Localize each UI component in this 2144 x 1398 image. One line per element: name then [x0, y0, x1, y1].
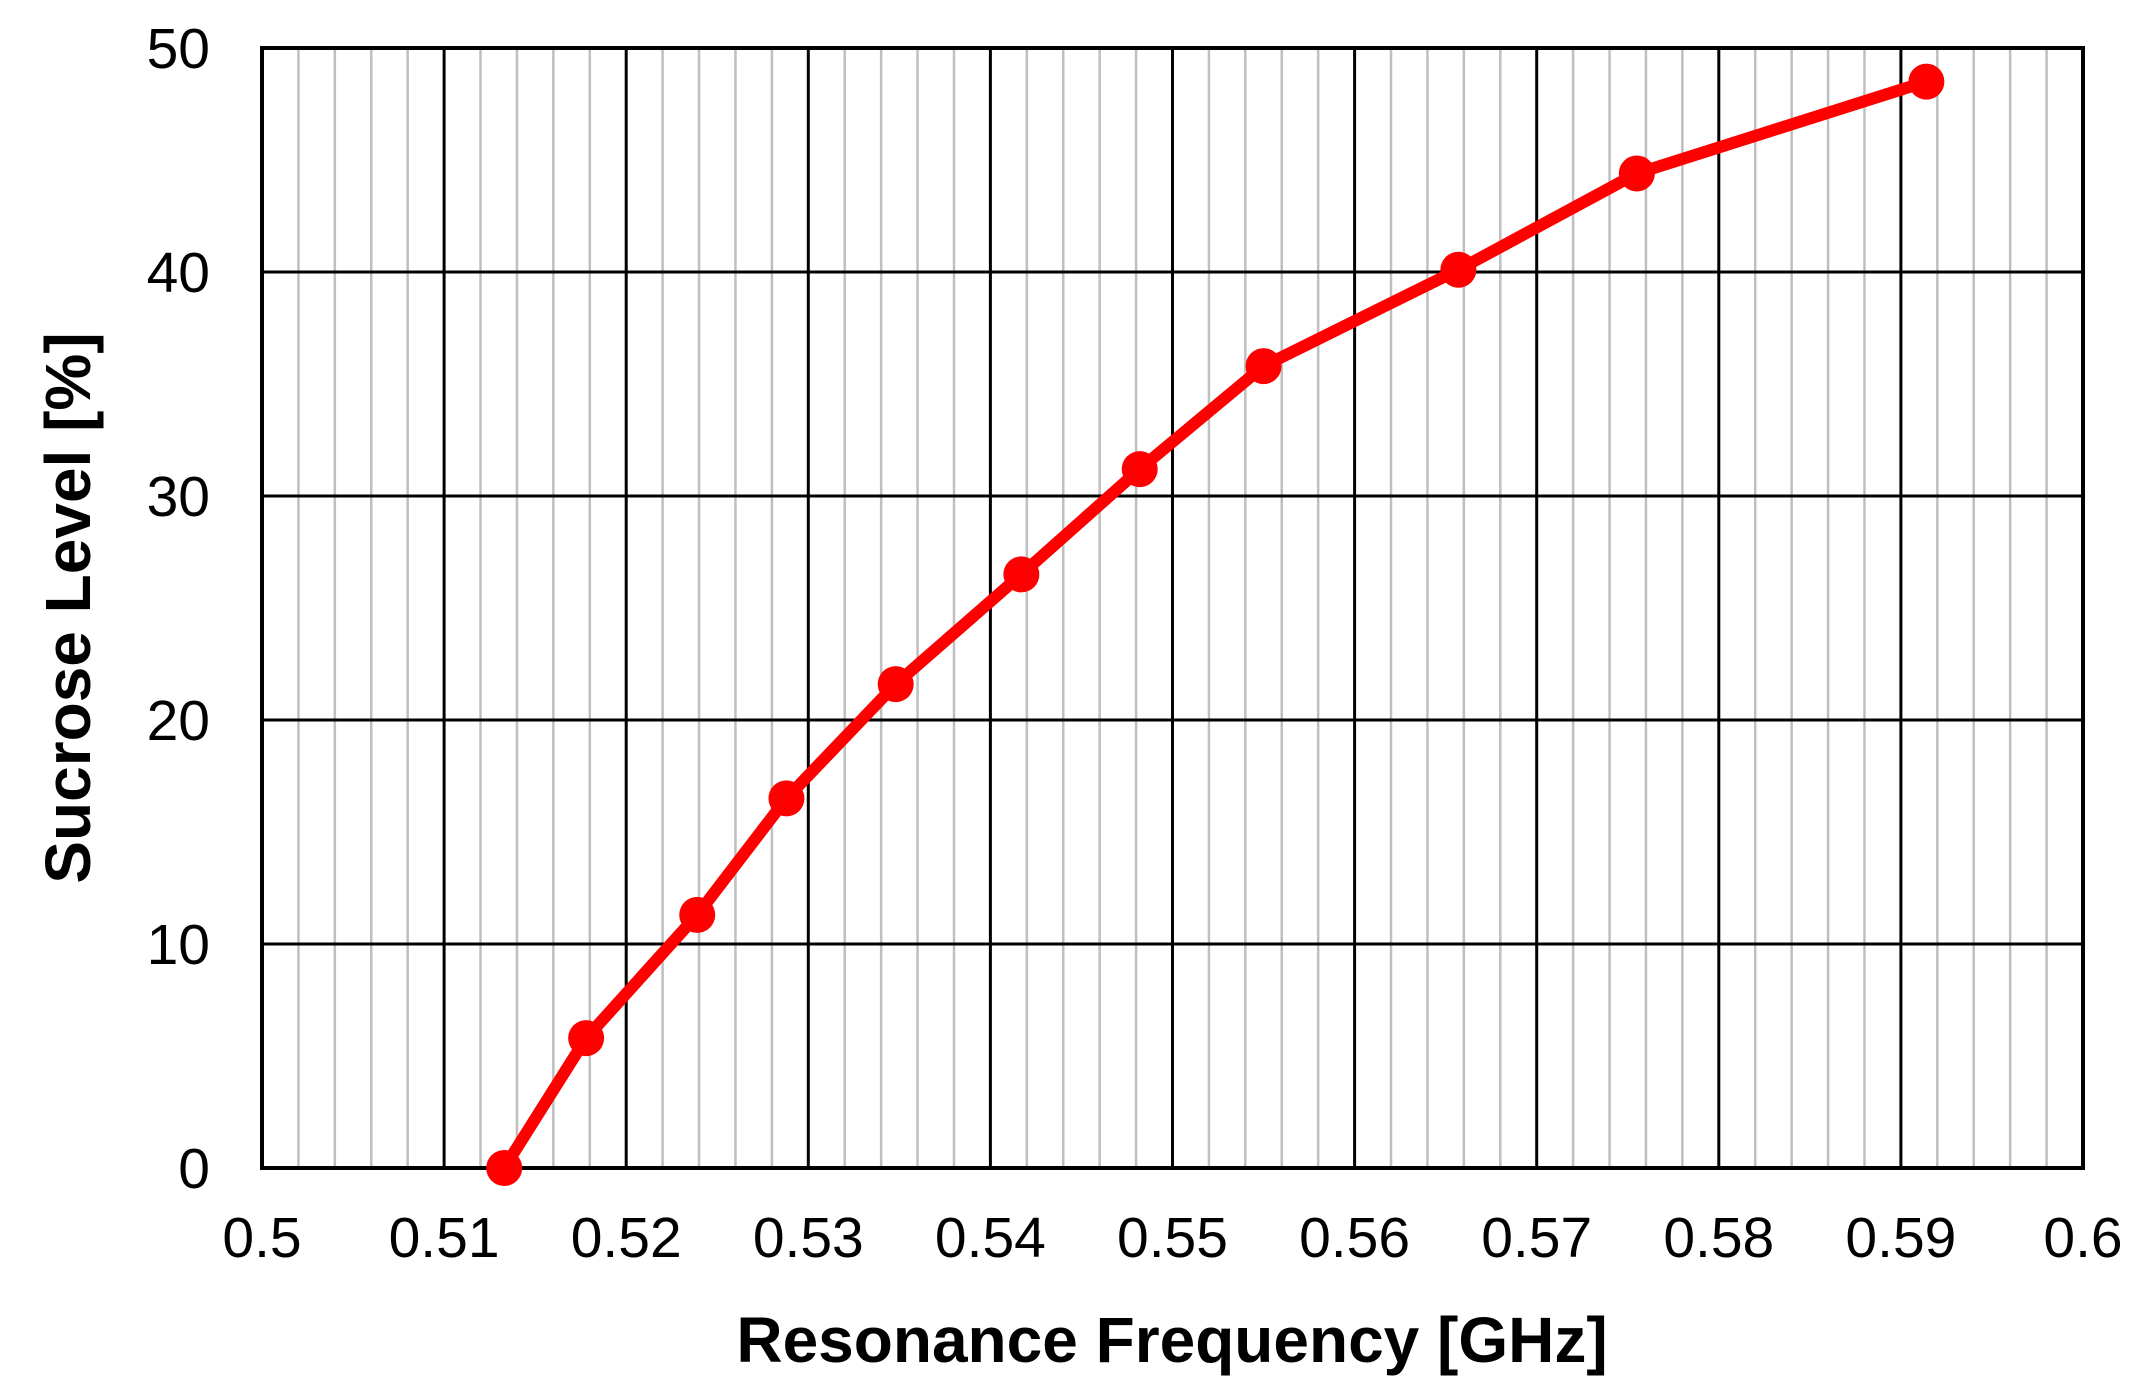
x-axis-title: Resonance Frequency [GHz] — [736, 1304, 1607, 1376]
data-point-marker — [1440, 251, 1477, 288]
data-point-marker — [568, 1020, 605, 1057]
x-tick-label: 0.5 — [222, 1206, 301, 1270]
data-point-marker — [1908, 63, 1945, 100]
data-point-marker — [877, 666, 914, 703]
x-tick-label: 0.6 — [2043, 1206, 2122, 1270]
data-point-marker — [1618, 155, 1655, 192]
x-tick-label: 0.55 — [1117, 1206, 1228, 1270]
major-gridlines — [260, 46, 2085, 1170]
y-tick-label: 20 — [147, 689, 210, 753]
data-series — [486, 63, 1945, 1186]
data-point-marker — [679, 896, 716, 933]
y-axis-tick-labels: 0 10 20 30 40 50 — [147, 17, 210, 1201]
x-axis-tick-labels: 0.5 0.51 0.52 0.53 0.54 0.55 0.56 0.57 0.58 0.59 0… — [222, 1206, 2122, 1270]
data-point-marker — [1121, 451, 1158, 488]
plot-area-border — [260, 46, 2085, 1170]
x-tick-label: 0.59 — [1845, 1206, 1956, 1270]
data-point-marker — [486, 1150, 523, 1186]
data-point-marker — [1003, 556, 1040, 593]
y-tick-label: 10 — [147, 913, 210, 977]
data-point-marker — [1245, 348, 1282, 385]
x-tick-label: 0.54 — [935, 1206, 1046, 1270]
y-tick-label: 50 — [147, 17, 210, 81]
minor-gridlines — [297, 48, 2048, 1168]
y-tick-label: 40 — [147, 241, 210, 305]
data-point-marker — [768, 780, 805, 817]
y-axis-title: Sucrose Level [%] — [32, 332, 104, 883]
x-tick-label: 0.58 — [1663, 1206, 1774, 1270]
x-tick-label: 0.52 — [571, 1206, 682, 1270]
x-tick-label: 0.57 — [1481, 1206, 1592, 1270]
y-tick-label: 30 — [147, 465, 210, 529]
y-tick-label: 0 — [178, 1137, 210, 1201]
x-tick-label: 0.53 — [753, 1206, 864, 1270]
series-line — [498, 75, 1933, 1174]
x-tick-label: 0.51 — [389, 1206, 500, 1270]
x-tick-label: 0.56 — [1299, 1206, 1410, 1270]
